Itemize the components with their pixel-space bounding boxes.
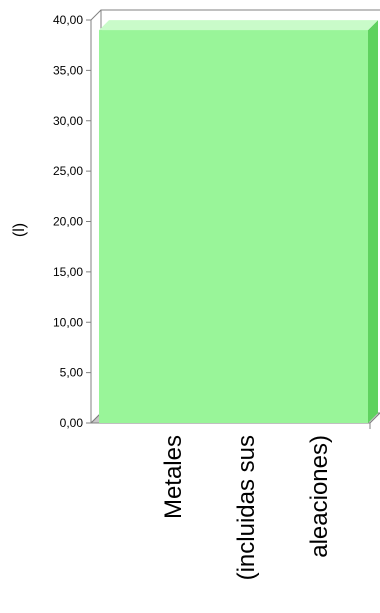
wall-top-edge (90, 9, 102, 21)
category-label-line: (incluidas sus (233, 435, 260, 580)
y-axis-title: (l) (11, 223, 28, 237)
bar (99, 30, 368, 423)
y-tick-label: 15,00 (53, 265, 83, 279)
x-axis-labels: Metales (incluidas sus aleaciones) (160, 435, 333, 580)
y-tick-label: 10,00 (53, 315, 83, 329)
bar-side (368, 20, 378, 423)
bar-group (99, 20, 378, 423)
y-tick-label: 20,00 (53, 215, 83, 229)
y-axis: 0,00 5,00 10,00 15,00 20,00 25,00 30,00 35,00 40… (53, 13, 371, 430)
bar-top (99, 20, 378, 31)
y-tick-label: 40,00 (53, 13, 83, 27)
y-tick-label: 30,00 (53, 114, 83, 128)
category-label-line: aleaciones) (306, 435, 333, 558)
y-tick-label: 25,00 (53, 164, 83, 178)
y-tick-label: 0,00 (60, 416, 84, 430)
y-tick-label: 35,00 (53, 63, 83, 77)
category-label-line: Metales (160, 435, 187, 519)
y-tick-label: 5,00 (60, 366, 84, 380)
